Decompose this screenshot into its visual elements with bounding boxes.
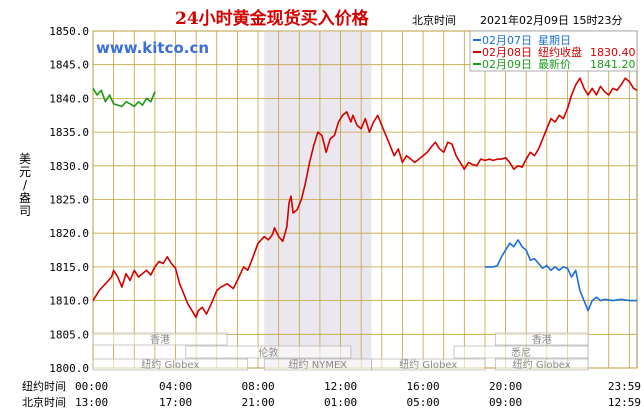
session-label: 纽约 NYMEX	[289, 358, 348, 371]
session-label: 伦敦	[258, 346, 278, 359]
ny-time-tick: 04:00	[159, 380, 192, 393]
session-label: 纽约 Globex	[399, 358, 457, 371]
y-tick-label: 1800.0	[49, 362, 89, 375]
legend-desc: 最新价	[538, 57, 571, 71]
session-label: 香港	[532, 334, 552, 346]
series-line	[485, 239, 637, 312]
ny-time-tick: 08:00	[241, 380, 274, 393]
bj-time-tick: 13:00	[75, 396, 108, 409]
y-axis-label-char: /	[23, 178, 28, 192]
session-box	[92, 358, 249, 371]
y-tick-label: 1840.0	[49, 92, 89, 105]
session-box	[92, 332, 228, 346]
ny-time-tick: 00:00	[75, 380, 108, 393]
legend: 02月07日 星期日 02月08日 纽约收盘 1830.40 02月09日 最新价 1841.…	[469, 30, 638, 72]
ny-time-tick: 16:00	[407, 380, 440, 393]
bj-time-tick: 09:00	[489, 396, 522, 409]
ny-time-tick: 12:00	[324, 380, 357, 393]
session-box	[371, 358, 486, 371]
timestamp: 2021年02月09日 15时23分	[480, 13, 622, 27]
bj-time-label: 北京时间	[22, 395, 66, 409]
y-axis-label-char: 盎	[19, 191, 31, 205]
y-tick-label: 1830.0	[49, 160, 89, 173]
y-tick-label: 1825.0	[49, 194, 89, 207]
y-tick-label: 1835.0	[49, 126, 89, 139]
legend-date: 02月08日	[482, 46, 532, 59]
session-box	[185, 345, 352, 359]
ny-time-label: 纽约时间	[22, 379, 66, 393]
session-label: 纽约 Globex	[141, 358, 199, 371]
legend-desc: 星期日	[538, 34, 571, 47]
y-tick-label: 1805.0	[49, 328, 89, 341]
legend-value: 1830.40	[590, 46, 636, 59]
bj-time-tick: 17:00	[159, 396, 192, 409]
y-axis-label-char: 元	[19, 165, 31, 179]
y-tick-label: 1815.0	[49, 261, 89, 274]
y-axis-label-char: 美	[19, 152, 31, 166]
series-line	[92, 87, 156, 108]
session-box	[494, 358, 589, 371]
session-label: 香港	[150, 334, 170, 346]
y-tick-label: 1820.0	[49, 227, 89, 240]
ny-time-tick: 20:00	[489, 380, 522, 393]
series-line	[92, 77, 638, 319]
bj-time-tick: 05:00	[407, 396, 440, 409]
legend-value: 1841.20	[590, 58, 636, 71]
bj-time-tick: 21:00	[241, 396, 274, 409]
legend-date: 02月07日	[482, 34, 532, 47]
watermark: www.kitco.cn	[96, 39, 209, 57]
chart-title: 24小时黄金现货买入价格	[175, 8, 370, 29]
beijing-time-label: 北京时间	[412, 13, 456, 27]
y-tick-label: 1810.0	[49, 295, 89, 308]
legend-desc: 纽约收盘	[538, 45, 582, 59]
legend-box	[469, 30, 638, 72]
y-tick-label: 1850.0	[49, 25, 89, 38]
ny-time-tick: 23:59	[608, 380, 641, 393]
session-label: 悉尼	[511, 347, 531, 359]
session-label: 纽约 Globex	[513, 358, 571, 371]
plot-area: 1800.0 1805.0 1810.0 1815.0 1820.0 1825.0 1830…	[49, 25, 638, 375]
y-axis-label: 美元/盎司	[19, 152, 31, 218]
session-box	[453, 345, 589, 359]
legend-date: 02月09日	[482, 58, 532, 71]
bj-time-tick: 12:59	[608, 396, 641, 409]
y-axis-label-char: 司	[19, 204, 31, 218]
session-box	[494, 332, 589, 346]
y-tick-label: 1845.0	[49, 59, 89, 72]
bj-time-tick: 01:00	[324, 396, 357, 409]
